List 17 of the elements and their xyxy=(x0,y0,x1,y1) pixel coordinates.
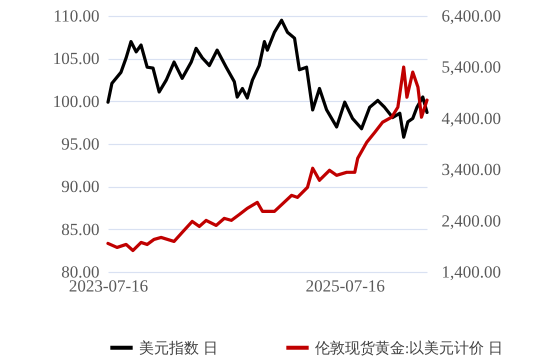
y2-tick-label: 5,400.00 xyxy=(442,58,501,77)
legend-label: 伦敦现货黄金:以美元计价 日 xyxy=(315,340,503,357)
line-series xyxy=(106,66,429,252)
y2-tick-label: 2,400.00 xyxy=(442,211,501,230)
y-tick-label: 110.00 xyxy=(53,6,100,26)
y-tick-label: 95.00 xyxy=(61,134,100,154)
y2-tick-label: 3,400.00 xyxy=(442,160,501,180)
line-series xyxy=(106,18,429,139)
y-tick-label: 100.00 xyxy=(52,92,100,111)
y-tick-label: 90.00 xyxy=(61,177,100,196)
y2-tick-label: 1,400.00 xyxy=(442,262,501,282)
legend-label: 美元指数 日 xyxy=(139,340,218,357)
y2-tick-label: 4,400.00 xyxy=(442,108,501,128)
y-tick-label: 105.00 xyxy=(52,49,100,68)
y2-tick-label: 6,400.00 xyxy=(442,6,501,26)
y-tick-label: 85.00 xyxy=(61,220,100,239)
x-tick-label: 2025-07-16 xyxy=(306,276,385,296)
